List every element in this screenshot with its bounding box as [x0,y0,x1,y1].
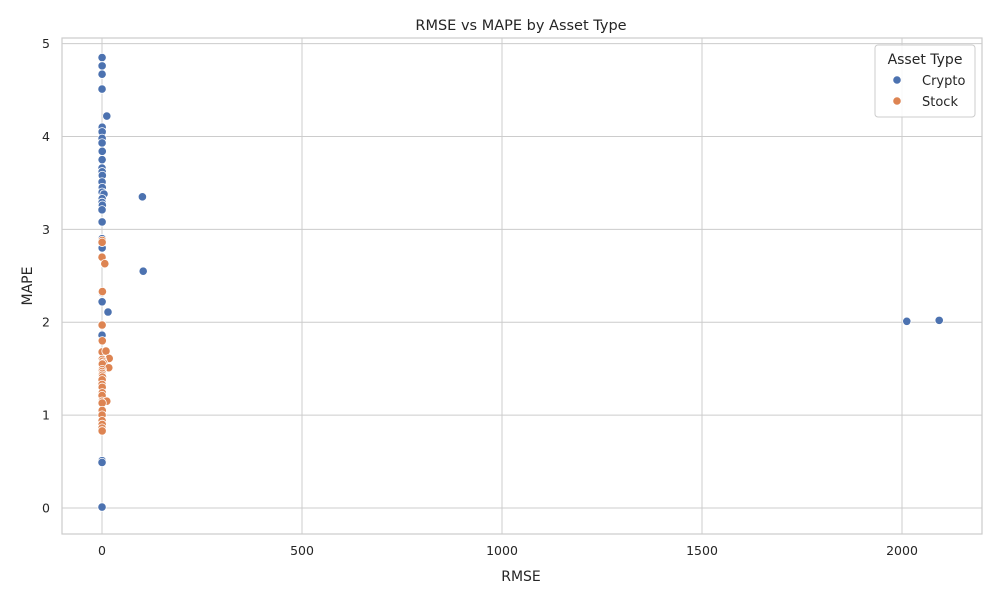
data-point-stock [97,320,107,330]
y-tick-label: 2 [42,315,50,330]
legend-label: Stock [922,95,958,110]
y-tick-label: 5 [42,36,50,51]
legend-marker [892,96,902,106]
legend-item-stock: Stock [892,95,958,110]
data-point-crypto [103,307,113,317]
legend-marker [892,75,902,85]
data-point-crypto [934,315,944,325]
legend-item-crypto: Crypto [892,74,965,89]
x-tick-label: 0 [98,543,106,558]
series-stock [97,235,114,436]
data-point-crypto [97,297,107,307]
data-point-stock [97,286,108,297]
y-axis-ticks: 0 1 2 3 4 5 [42,36,50,515]
data-points [97,52,944,512]
data-point-stock [100,259,110,269]
y-axis-label: MAPE [20,267,36,306]
chart-title: RMSE vs MAPE by Asset Type [415,18,626,34]
x-tick-label: 1000 [486,543,518,558]
legend-title: Asset Type [888,52,963,68]
y-tick-label: 4 [42,129,50,144]
data-point-crypto [97,205,107,215]
data-point-stock [97,336,107,346]
data-point-crypto [102,111,112,121]
plot-area [61,37,983,535]
data-point-crypto [97,69,107,79]
grid-lines [62,38,982,534]
y-tick-label: 3 [42,222,50,237]
x-axis-ticks: 0 500 1000 1500 2000 [98,543,918,558]
y-tick-label: 1 [42,408,50,423]
data-point-crypto [97,217,107,227]
legend: Asset Type Crypto Stock [874,44,976,118]
data-point-crypto [97,61,107,71]
x-tick-label: 500 [290,543,314,558]
data-point-crypto [138,266,148,276]
x-axis-label: RMSE [501,569,541,585]
y-tick-label: 0 [42,500,50,515]
data-point-crypto [97,502,107,512]
data-point-crypto [97,146,107,156]
legend-items: Crypto Stock [892,74,965,110]
data-point-crypto [97,138,107,148]
x-tick-label: 1500 [686,543,718,558]
data-point-stock [97,237,107,247]
data-point-crypto [137,192,147,202]
data-point-crypto [97,457,107,468]
data-point-crypto [97,84,107,94]
data-point-crypto [97,155,107,165]
data-point-crypto [902,316,912,326]
legend-label: Crypto [922,74,965,89]
data-point-crypto [97,52,107,63]
x-tick-label: 2000 [886,543,918,558]
plot-frame [61,37,983,535]
data-point-stock [97,426,107,436]
